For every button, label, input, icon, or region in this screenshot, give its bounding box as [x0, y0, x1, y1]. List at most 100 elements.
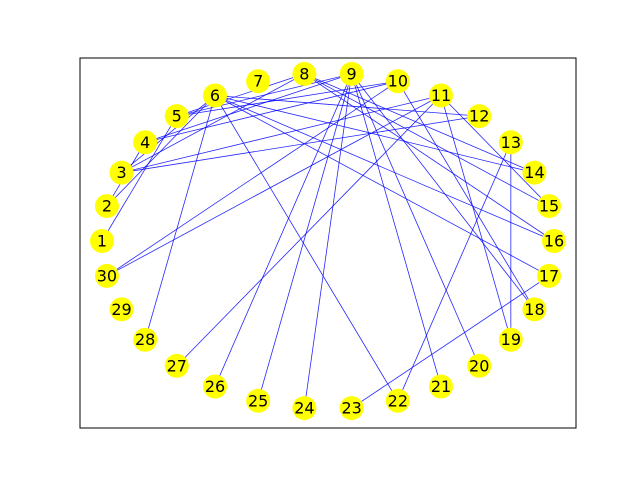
node-circle — [133, 130, 158, 155]
node-label: 25 — [248, 391, 268, 410]
edge-6-17 — [214, 95, 550, 277]
edge-11-30 — [106, 95, 442, 277]
node-label: 5 — [172, 107, 182, 126]
node-22: 22 — [385, 388, 410, 413]
node-25: 25 — [246, 388, 271, 413]
node-5: 5 — [164, 104, 189, 129]
node-4: 4 — [133, 130, 158, 155]
node-circle — [429, 374, 453, 399]
node-8: 8 — [292, 61, 317, 86]
edge-10-30 — [106, 80, 399, 277]
node-1: 1 — [90, 229, 114, 253]
node-label: 28 — [135, 330, 155, 349]
node-23: 23 — [339, 396, 364, 421]
edge-9-26 — [214, 73, 352, 387]
edge-10-18 — [397, 81, 535, 310]
node-label: 29 — [111, 300, 131, 319]
edge-5-9 — [176, 73, 352, 117]
node-3: 3 — [109, 160, 134, 185]
node-13: 13 — [498, 130, 523, 155]
node-circle — [109, 297, 134, 322]
node-label: 9 — [347, 64, 357, 83]
node-circle — [467, 353, 492, 378]
edge-5-10 — [176, 80, 398, 117]
node-circle — [522, 160, 547, 185]
node-circle — [339, 396, 364, 421]
node-label: 8 — [299, 64, 309, 83]
node-10: 10 — [385, 69, 410, 94]
node-circle — [467, 104, 492, 129]
edge-6-22 — [214, 95, 399, 401]
node-24: 24 — [292, 396, 317, 421]
node-label: 7 — [253, 72, 263, 91]
node-18: 18 — [522, 297, 547, 322]
edge-6-28 — [144, 95, 216, 340]
node-17: 17 — [537, 263, 562, 288]
node-circle — [164, 353, 189, 378]
node-label: 4 — [140, 133, 150, 152]
node-circle — [542, 229, 566, 253]
node-label: 11 — [431, 86, 451, 105]
node-circle — [90, 229, 114, 253]
node-circle — [246, 69, 271, 94]
edge-3-6 — [121, 95, 216, 173]
node-label: 17 — [539, 266, 559, 285]
node-circle — [522, 297, 547, 322]
node-circle — [429, 83, 453, 108]
edge-4-10 — [145, 80, 398, 143]
node-6: 6 — [203, 83, 227, 108]
node-19: 19 — [498, 327, 523, 352]
node-11: 11 — [429, 83, 453, 108]
edge-8-16 — [304, 73, 555, 242]
node-circle — [292, 396, 317, 421]
edge-13-22 — [397, 142, 512, 401]
node-label: 2 — [102, 197, 112, 216]
node-21: 21 — [429, 374, 453, 399]
node-28: 28 — [133, 327, 158, 352]
edge-11-27 — [176, 95, 442, 367]
node-27: 27 — [164, 353, 189, 378]
node-circle — [292, 61, 317, 86]
edge-3-11 — [121, 95, 442, 174]
node-label: 30 — [97, 266, 117, 285]
node-circle — [94, 194, 119, 219]
edge-9-21 — [351, 73, 442, 387]
node-label: 16 — [544, 232, 564, 251]
node-circle — [498, 327, 523, 352]
node-label: 13 — [501, 133, 521, 152]
node-label: 15 — [539, 197, 559, 216]
node-circle — [385, 69, 410, 94]
node-circle — [94, 263, 119, 288]
edge-9-24 — [303, 73, 353, 409]
node-29: 29 — [109, 297, 134, 322]
edge-6-14 — [214, 95, 535, 174]
node-circle — [385, 388, 410, 413]
node-circle — [203, 374, 227, 399]
node-14: 14 — [522, 160, 547, 185]
node-12: 12 — [467, 104, 492, 129]
edge-8-14 — [304, 73, 535, 174]
node-circle — [109, 160, 134, 185]
node-label: 27 — [167, 356, 187, 375]
node-2: 2 — [94, 194, 119, 219]
edge-9-25 — [257, 73, 353, 401]
node-label: 6 — [210, 86, 220, 105]
node-label: 21 — [431, 377, 451, 396]
node-label: 18 — [524, 300, 544, 319]
node-9: 9 — [339, 61, 364, 86]
node-label: 19 — [501, 330, 521, 349]
node-26: 26 — [203, 374, 227, 399]
node-label: 3 — [116, 163, 126, 182]
node-circle — [203, 83, 227, 108]
edge-9-20 — [351, 73, 480, 367]
node-circle — [246, 388, 271, 413]
edge-3-8 — [121, 73, 305, 174]
node-label: 23 — [341, 399, 361, 418]
node-label: 20 — [469, 356, 489, 375]
node-label: 22 — [388, 391, 408, 410]
node-7: 7 — [246, 69, 271, 94]
edge-layer — [101, 73, 555, 409]
plot-frame — [79, 57, 577, 429]
